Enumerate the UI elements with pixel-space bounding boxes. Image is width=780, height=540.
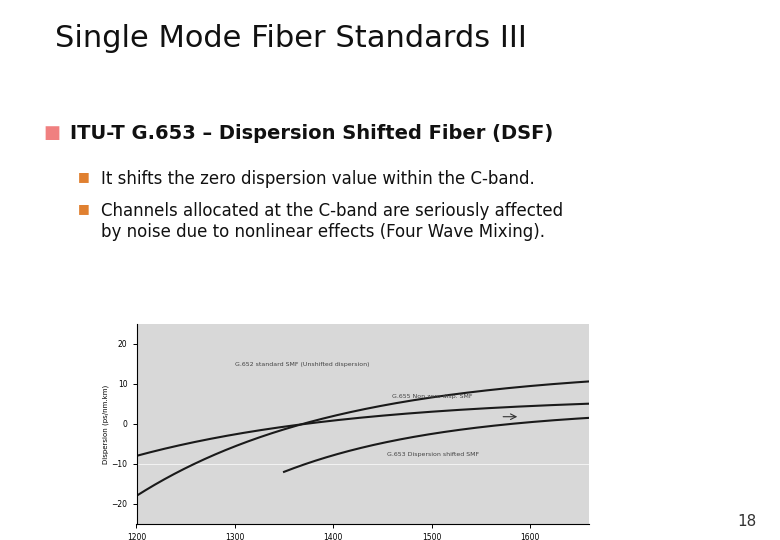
Text: Channels allocated at the C-band are seriously affected
by noise due to nonlinea: Channels allocated at the C-band are ser… — [101, 202, 563, 241]
Text: G.652 standard SMF (Unshifted dispersion): G.652 standard SMF (Unshifted dispersion… — [235, 362, 370, 367]
Text: 18: 18 — [737, 514, 757, 529]
Text: ITU-T G.653 – Dispersion Shifted Fiber (DSF): ITU-T G.653 – Dispersion Shifted Fiber (… — [70, 124, 554, 143]
Text: G.655 Non zero disp. SMF: G.655 Non zero disp. SMF — [392, 394, 473, 399]
Text: ■: ■ — [43, 124, 60, 142]
Text: G.653 Dispersion shifted SMF: G.653 Dispersion shifted SMF — [388, 452, 480, 457]
Text: ■: ■ — [78, 202, 90, 215]
Text: Single Mode Fiber Standards III: Single Mode Fiber Standards III — [55, 24, 526, 53]
Text: ■: ■ — [78, 170, 90, 183]
Y-axis label: Dispersion (ps/nm.km): Dispersion (ps/nm.km) — [102, 384, 108, 463]
Text: It shifts the zero dispersion value within the C-band.: It shifts the zero dispersion value with… — [101, 170, 535, 188]
